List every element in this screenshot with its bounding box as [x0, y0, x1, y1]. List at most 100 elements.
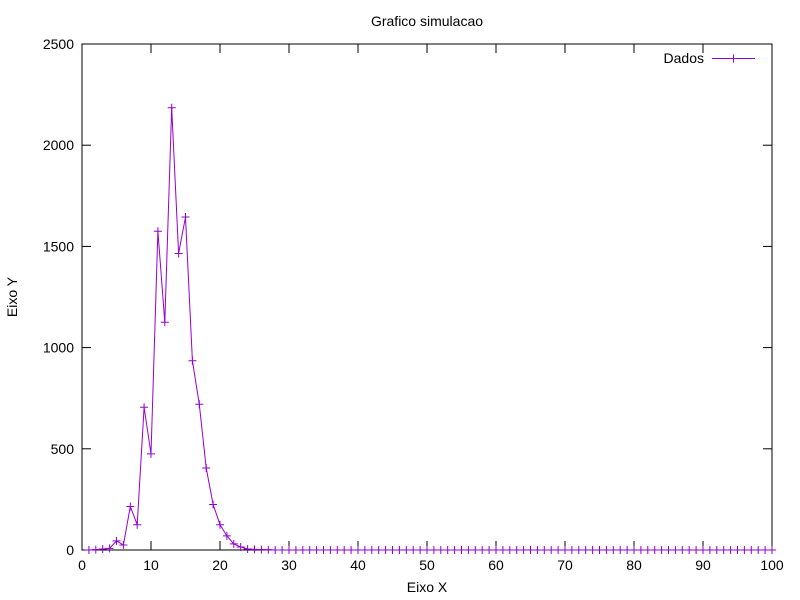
data-point-marker: [547, 546, 556, 554]
data-point-marker: [133, 520, 142, 529]
data-point-marker: [423, 546, 431, 554]
data-point-marker: [485, 546, 494, 554]
y-tick-label: 1500: [43, 238, 74, 254]
data-point-marker: [692, 546, 701, 554]
data-point-marker: [381, 546, 390, 554]
data-point-marker: [609, 546, 618, 554]
data-point-marker: [450, 546, 459, 554]
data-point-marker: [630, 546, 638, 554]
data-point-marker: [554, 546, 563, 554]
data-point-marker: [229, 539, 238, 548]
data-point-marker: [664, 546, 673, 554]
data-point-marker: [291, 546, 300, 554]
data-point-marker: [105, 544, 114, 553]
data-point-marker: [561, 546, 569, 554]
data-point-marker: [147, 449, 155, 458]
data-point-marker: [623, 546, 632, 554]
data-point-marker: [595, 546, 604, 554]
data-point-marker: [312, 546, 321, 554]
data-point-marker: [457, 546, 466, 554]
data-point-marker: [719, 546, 728, 554]
data-point-marker: [519, 546, 528, 554]
data-point-marker: [650, 546, 659, 554]
data-point-marker: [209, 500, 218, 509]
data-point-marker: [222, 531, 231, 540]
x-tick-label: 20: [212, 557, 228, 573]
x-axis-label: Eixo X: [407, 579, 448, 595]
data-point-marker: [278, 546, 287, 554]
data-point-marker: [250, 545, 259, 554]
data-point-marker: [636, 546, 645, 554]
data-point-marker: [298, 546, 307, 554]
y-axis-ticks: 0 500 1000 1500 2000 2500: [43, 36, 772, 558]
data-point-marker: [416, 546, 425, 554]
data-point-marker: [395, 546, 404, 554]
data-point-marker: [567, 546, 576, 554]
data-point-marker: [84, 546, 93, 554]
data-point-marker: [512, 546, 521, 554]
data-point-marker: [91, 545, 100, 554]
data-point-marker: [112, 536, 121, 545]
data-point-marker: [188, 356, 197, 365]
x-tick-label: 0: [78, 557, 86, 573]
data-point-marker: [360, 546, 369, 554]
data-point-marker: [264, 545, 273, 554]
data-point-marker: [588, 546, 597, 554]
y-tick-label: 1000: [43, 340, 74, 356]
data-point-marker: [436, 546, 445, 554]
data-point-marker: [443, 546, 452, 554]
data-point-marker: [761, 546, 770, 554]
y-tick-label: 0: [66, 542, 74, 558]
data-point-marker: [285, 546, 293, 554]
data-point-marker: [333, 546, 342, 554]
data-point-marker: [167, 103, 176, 112]
x-tick-label: 40: [350, 557, 366, 573]
data-point-marker: [305, 546, 314, 554]
data-point-marker: [505, 546, 514, 554]
x-tick-label: 100: [760, 557, 784, 573]
x-tick-label: 10: [143, 557, 159, 573]
data-point-marker: [616, 546, 625, 554]
data-point-marker: [340, 546, 349, 554]
x-tick-label: 90: [695, 557, 711, 573]
data-point-marker: [671, 546, 680, 554]
data-point-marker: [699, 546, 707, 554]
data-point-marker: [581, 546, 590, 554]
data-point-marker: [712, 546, 721, 554]
data-point-marker: [574, 546, 583, 554]
data-point-marker: [140, 403, 149, 412]
y-axis-label: Eixo Y: [4, 276, 20, 317]
series-layer: [84, 103, 776, 554]
data-point-marker: [471, 546, 480, 554]
data-point-marker: [388, 546, 397, 554]
data-point-marker: [733, 546, 742, 554]
data-point-marker: [367, 546, 376, 554]
data-point-marker: [402, 546, 411, 554]
data-point-marker: [181, 213, 190, 222]
data-point-marker: [678, 546, 687, 554]
data-point-marker: [464, 546, 473, 554]
data-point-marker: [533, 546, 542, 554]
data-point-marker: [740, 546, 749, 554]
data-point-marker: [257, 545, 266, 554]
data-point-marker: [754, 546, 763, 554]
legend-label: Dados: [664, 50, 704, 66]
data-point-marker: [236, 542, 245, 551]
data-point-marker: [119, 540, 128, 549]
data-point-marker: [492, 546, 500, 554]
x-tick-label: 60: [488, 557, 504, 573]
data-point-marker: [326, 546, 335, 554]
data-point-marker: [643, 546, 652, 554]
data-point-marker: [271, 546, 280, 554]
data-point-marker: [374, 546, 383, 554]
data-point-marker: [478, 546, 487, 554]
data-point-marker: [174, 249, 183, 258]
data-point-marker: [195, 400, 204, 409]
x-tick-label: 70: [557, 557, 573, 573]
data-point-marker: [202, 464, 211, 473]
data-point-marker: [726, 546, 735, 554]
data-point-marker: [153, 227, 162, 236]
data-point-marker: [347, 546, 356, 554]
